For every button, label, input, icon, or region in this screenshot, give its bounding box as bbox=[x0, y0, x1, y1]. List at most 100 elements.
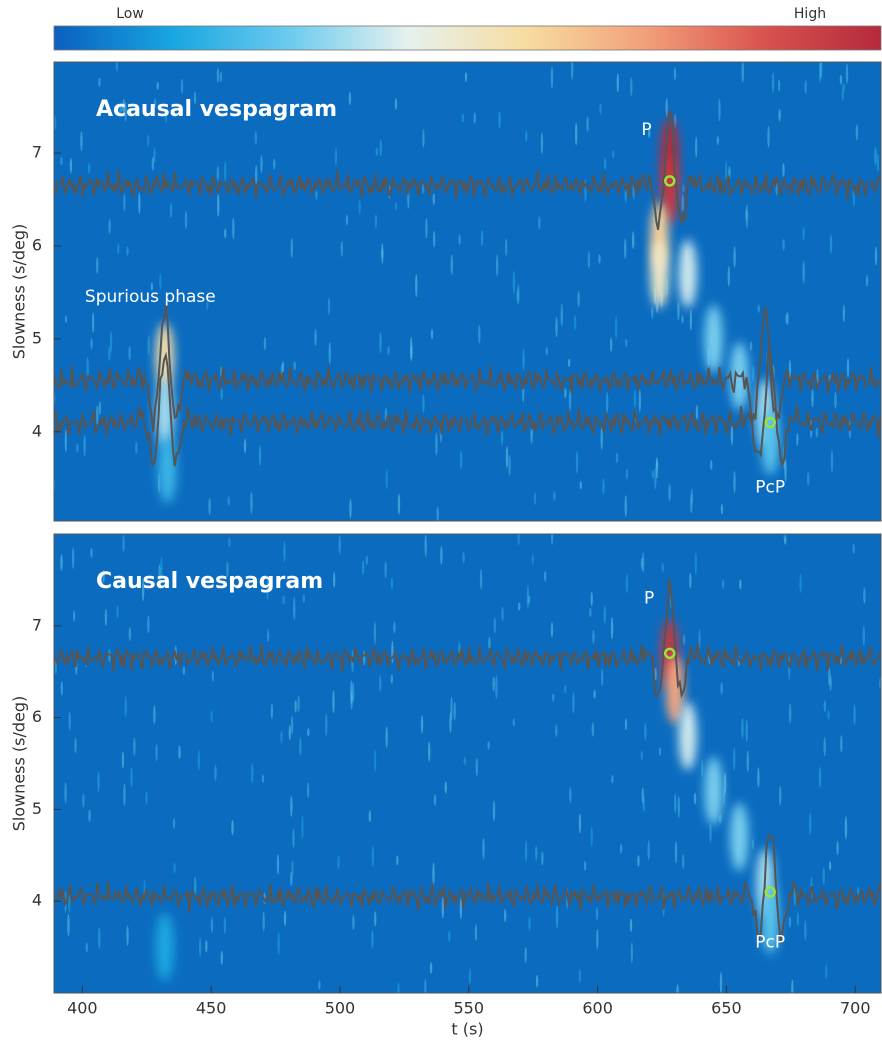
speckle bbox=[299, 737, 302, 756]
speckle bbox=[128, 345, 131, 361]
speckle bbox=[839, 74, 843, 85]
speckle bbox=[318, 980, 321, 990]
speckle bbox=[429, 962, 433, 974]
speckle bbox=[624, 338, 628, 347]
speckle bbox=[500, 430, 504, 446]
speckle bbox=[97, 771, 100, 793]
speckle bbox=[448, 930, 451, 943]
speckle bbox=[193, 91, 197, 105]
speckle bbox=[612, 150, 615, 159]
speckle bbox=[716, 136, 720, 146]
speckle bbox=[83, 434, 86, 457]
speckle bbox=[379, 139, 382, 157]
speckle bbox=[282, 595, 285, 605]
energy-blob bbox=[158, 434, 177, 503]
speckle bbox=[60, 554, 63, 571]
speckle bbox=[294, 700, 297, 713]
energy-blob bbox=[678, 239, 697, 308]
speckle bbox=[522, 348, 525, 371]
speckle bbox=[387, 345, 390, 355]
speckle bbox=[424, 978, 427, 993]
speckle bbox=[349, 498, 352, 519]
speckle bbox=[598, 254, 601, 264]
speckle bbox=[314, 328, 317, 347]
speckle bbox=[822, 867, 825, 885]
speckle bbox=[531, 554, 534, 565]
speckle bbox=[841, 89, 844, 101]
speckle bbox=[210, 709, 213, 723]
speckle bbox=[153, 705, 156, 725]
speckle bbox=[260, 155, 263, 174]
speckle bbox=[782, 162, 785, 177]
speckle bbox=[624, 718, 628, 731]
speckle bbox=[698, 629, 701, 650]
speckle bbox=[560, 303, 563, 327]
speckle bbox=[173, 862, 176, 874]
speckle bbox=[464, 72, 468, 82]
speckle bbox=[133, 737, 136, 756]
speckle bbox=[228, 537, 231, 548]
speckle bbox=[328, 341, 331, 364]
speckle bbox=[493, 616, 497, 634]
speckle bbox=[865, 274, 869, 288]
pick bbox=[764, 886, 776, 898]
annotation: PcP bbox=[755, 933, 785, 953]
speckle bbox=[126, 925, 129, 946]
speckle bbox=[194, 876, 197, 897]
speckle bbox=[379, 331, 382, 354]
speckle bbox=[277, 932, 280, 956]
speckle bbox=[625, 468, 629, 480]
speckle bbox=[156, 81, 159, 90]
speckle bbox=[432, 193, 435, 206]
speckle bbox=[60, 156, 63, 166]
speckle bbox=[138, 192, 141, 215]
speckle bbox=[365, 555, 369, 566]
trace bbox=[54, 578, 881, 700]
speckle bbox=[394, 202, 398, 211]
speckle bbox=[828, 861, 832, 871]
speckle bbox=[823, 737, 826, 757]
speckle bbox=[227, 496, 230, 506]
speckle bbox=[74, 737, 77, 754]
heatmap-background bbox=[54, 534, 881, 993]
speckle bbox=[159, 273, 162, 290]
speckle bbox=[603, 605, 607, 624]
speckle bbox=[243, 438, 247, 454]
speckle bbox=[784, 535, 787, 545]
speckle bbox=[109, 331, 113, 354]
speckle bbox=[254, 131, 258, 145]
speckle bbox=[82, 793, 85, 808]
speckle bbox=[757, 767, 760, 788]
speckle bbox=[155, 743, 158, 762]
speckle bbox=[508, 454, 511, 477]
speckle bbox=[811, 388, 814, 408]
pick bbox=[663, 647, 676, 660]
speckle bbox=[288, 724, 292, 741]
speckle bbox=[444, 781, 447, 794]
speckle bbox=[749, 341, 753, 352]
speckle bbox=[374, 214, 378, 229]
speckle bbox=[757, 304, 760, 313]
speckle bbox=[250, 491, 253, 515]
speckle bbox=[147, 335, 150, 356]
speckle bbox=[116, 605, 119, 619]
speckle bbox=[674, 840, 678, 864]
trace bbox=[54, 833, 881, 944]
speckle bbox=[153, 98, 157, 108]
speckle bbox=[345, 214, 349, 226]
speckle bbox=[375, 147, 378, 156]
speckle bbox=[480, 230, 484, 247]
speckle bbox=[224, 228, 227, 239]
speckle bbox=[145, 791, 148, 805]
speckle bbox=[718, 98, 721, 122]
panel: P Spurious phase PcP bbox=[54, 62, 881, 521]
x-tick-label: 600 bbox=[582, 999, 613, 1018]
speckle bbox=[802, 261, 805, 284]
speckle bbox=[115, 62, 119, 72]
speckle bbox=[64, 314, 68, 324]
speckle bbox=[673, 67, 677, 81]
speckle bbox=[487, 741, 490, 750]
speckle bbox=[791, 979, 794, 993]
speckle bbox=[701, 759, 704, 777]
speckle bbox=[368, 810, 372, 823]
